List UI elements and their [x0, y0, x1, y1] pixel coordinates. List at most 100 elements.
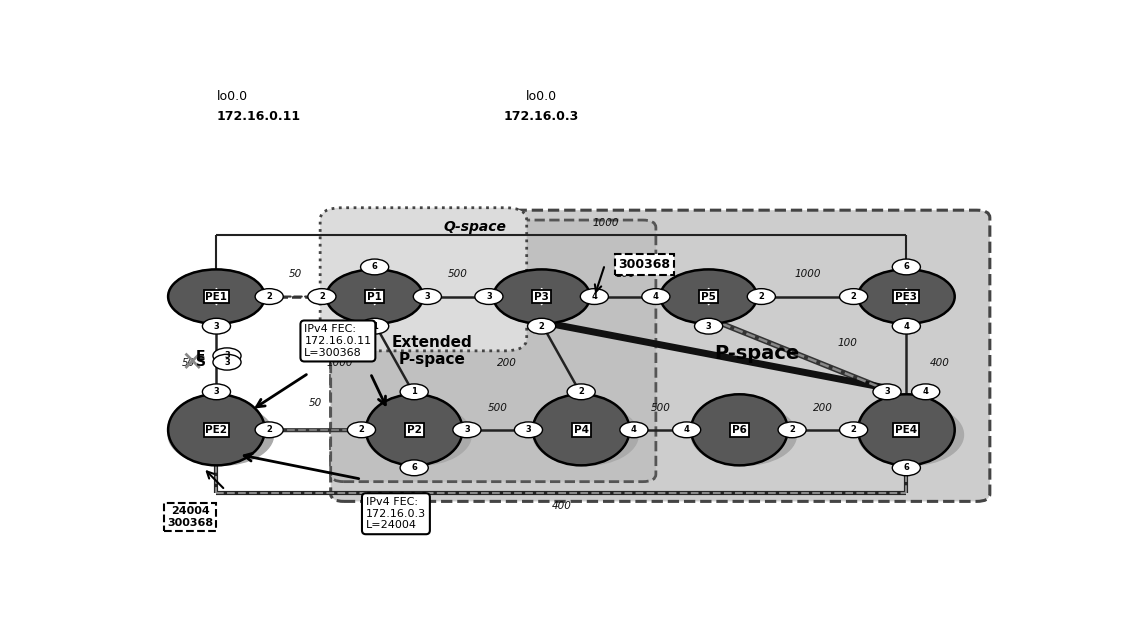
Ellipse shape — [691, 394, 788, 465]
Ellipse shape — [858, 404, 964, 465]
Circle shape — [642, 288, 670, 304]
Circle shape — [327, 269, 423, 324]
Circle shape — [213, 354, 242, 370]
Text: 24004
300368: 24004 300368 — [167, 506, 213, 528]
Text: 2: 2 — [319, 292, 324, 301]
Circle shape — [567, 384, 595, 400]
Text: 200: 200 — [813, 403, 832, 413]
Text: 4: 4 — [904, 322, 909, 331]
Ellipse shape — [366, 404, 472, 465]
Circle shape — [515, 422, 542, 438]
Text: 500: 500 — [650, 403, 670, 413]
Text: 2: 2 — [266, 292, 272, 301]
Circle shape — [892, 460, 921, 476]
Text: 100: 100 — [837, 338, 857, 349]
Ellipse shape — [168, 394, 264, 465]
Circle shape — [255, 422, 284, 438]
Text: 3: 3 — [225, 351, 230, 360]
Text: 1000: 1000 — [592, 217, 618, 228]
Text: 3: 3 — [705, 322, 711, 331]
Circle shape — [694, 319, 722, 334]
Circle shape — [493, 269, 590, 324]
Ellipse shape — [533, 404, 638, 465]
Circle shape — [581, 288, 609, 304]
Text: P-space: P-space — [714, 344, 799, 363]
Text: P6: P6 — [731, 425, 747, 435]
Text: 1: 1 — [372, 322, 378, 331]
Text: 1000: 1000 — [327, 358, 353, 368]
Text: Q-space: Q-space — [443, 221, 506, 235]
Circle shape — [839, 422, 868, 438]
Text: P2: P2 — [407, 425, 422, 435]
Text: 172.16.0.3: 172.16.0.3 — [503, 110, 579, 123]
Text: 3: 3 — [213, 387, 219, 396]
Circle shape — [400, 460, 429, 476]
Circle shape — [361, 319, 389, 334]
FancyBboxPatch shape — [320, 208, 526, 351]
Text: P4: P4 — [574, 425, 589, 435]
Circle shape — [778, 422, 806, 438]
Ellipse shape — [691, 404, 796, 465]
Circle shape — [839, 288, 868, 304]
Circle shape — [620, 422, 648, 438]
Circle shape — [202, 384, 230, 400]
Circle shape — [858, 269, 955, 324]
Text: 172.16.0.11: 172.16.0.11 — [217, 110, 301, 123]
Text: 6: 6 — [904, 262, 909, 271]
Text: 3: 3 — [486, 292, 492, 301]
Text: E: E — [196, 349, 205, 363]
Text: ✕: ✕ — [180, 349, 203, 377]
Text: PE1: PE1 — [205, 292, 228, 301]
Text: 2: 2 — [266, 426, 272, 435]
Text: 6: 6 — [904, 463, 909, 472]
Text: lo0.0: lo0.0 — [526, 90, 557, 103]
Text: 3: 3 — [424, 292, 430, 301]
Ellipse shape — [858, 394, 955, 465]
Text: 2: 2 — [789, 426, 795, 435]
Text: PE4: PE4 — [895, 425, 917, 435]
Text: 6: 6 — [372, 262, 378, 271]
Circle shape — [347, 422, 375, 438]
Circle shape — [892, 259, 921, 275]
Circle shape — [660, 269, 758, 324]
Text: P1: P1 — [367, 292, 382, 301]
Circle shape — [527, 319, 556, 334]
Text: PE3: PE3 — [896, 292, 917, 301]
Text: 4: 4 — [923, 387, 929, 396]
Circle shape — [202, 319, 230, 334]
Circle shape — [400, 384, 429, 400]
Text: 2: 2 — [759, 292, 764, 301]
Circle shape — [413, 288, 441, 304]
Text: 1000: 1000 — [794, 269, 821, 279]
Text: 1: 1 — [412, 387, 417, 396]
Circle shape — [361, 259, 389, 275]
Text: 2: 2 — [850, 426, 856, 435]
Text: 50: 50 — [181, 358, 195, 368]
Ellipse shape — [168, 404, 273, 465]
Text: 2: 2 — [850, 292, 856, 301]
Text: 4: 4 — [592, 292, 598, 301]
Text: 100: 100 — [615, 269, 635, 279]
Text: 3: 3 — [525, 426, 532, 435]
Text: P5: P5 — [701, 292, 716, 301]
Text: 4: 4 — [653, 292, 659, 301]
Text: 2: 2 — [578, 387, 584, 396]
Circle shape — [452, 422, 481, 438]
Circle shape — [672, 422, 701, 438]
Circle shape — [892, 319, 921, 334]
Text: 50: 50 — [308, 397, 322, 408]
FancyBboxPatch shape — [331, 210, 990, 501]
Circle shape — [255, 288, 284, 304]
Text: Extended
P-space: Extended P-space — [391, 335, 472, 367]
Text: 3: 3 — [213, 322, 219, 331]
Text: S: S — [196, 355, 205, 369]
Circle shape — [873, 384, 902, 400]
Ellipse shape — [366, 394, 463, 465]
Circle shape — [168, 269, 264, 324]
Text: IPv4 FEC:
172.16.0.3
L=24004: IPv4 FEC: 172.16.0.3 L=24004 — [366, 497, 426, 530]
Circle shape — [213, 348, 242, 363]
Text: 200: 200 — [497, 358, 516, 368]
Text: 4: 4 — [631, 426, 637, 435]
Circle shape — [747, 288, 776, 304]
Text: 6: 6 — [412, 463, 417, 472]
